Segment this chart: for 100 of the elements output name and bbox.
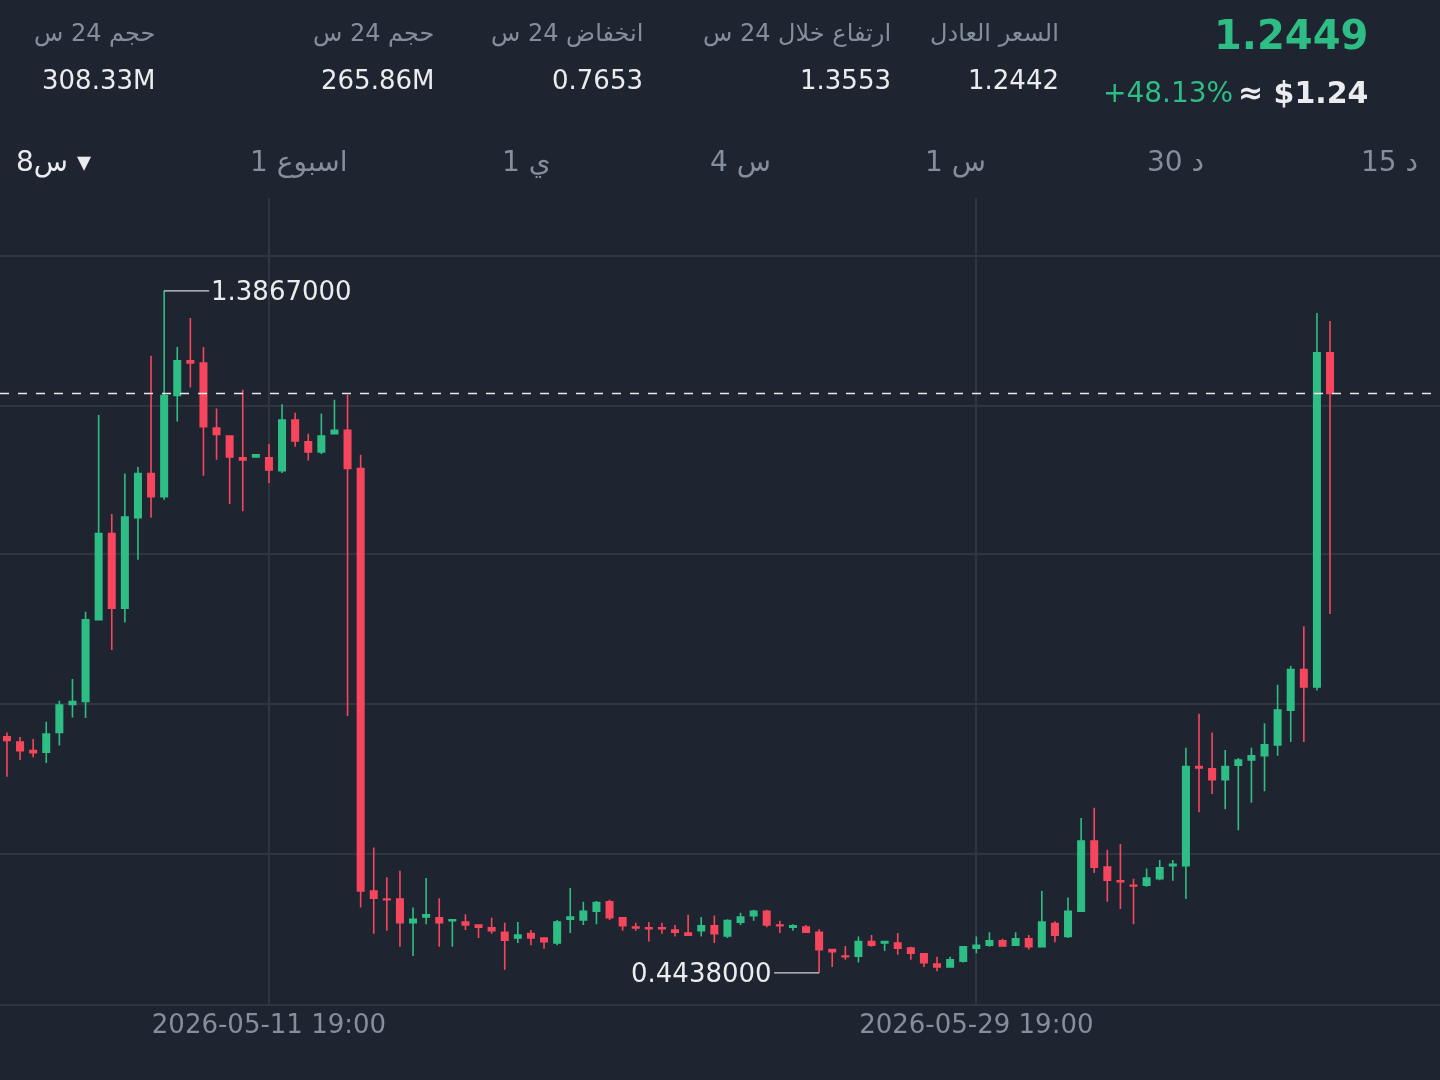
candlestick [1155, 859, 1164, 881]
candlestick [841, 945, 850, 961]
candlestick [1326, 320, 1335, 615]
candlestick [487, 916, 496, 935]
candlestick [120, 472, 129, 624]
text: حجم 24 س [34, 19, 156, 47]
candlestick [422, 877, 431, 926]
candlestick [356, 453, 365, 909]
candlestick [1286, 665, 1295, 743]
text: 308.33M [42, 65, 156, 95]
candlestick [330, 399, 339, 435]
candlestick [2, 731, 11, 778]
candlestick [684, 914, 693, 936]
candlestick [710, 914, 719, 944]
candlestick [723, 918, 732, 939]
text: 1.2442 [968, 65, 1059, 95]
candlestick [815, 928, 824, 974]
text: ارتفاع خلال 24 س [703, 19, 892, 47]
candlestick [972, 935, 981, 954]
candlestick [854, 935, 863, 964]
candlestick [1208, 731, 1217, 795]
candlestick [448, 919, 457, 948]
candlestick [736, 911, 745, 926]
candlestick [369, 846, 378, 935]
text: السعر العادل [930, 19, 1059, 47]
candlestick [1312, 312, 1321, 692]
candlestick [173, 346, 182, 423]
x-tick-label: 2026-05-29 19:00 [859, 1009, 1094, 1039]
candlestick [304, 433, 313, 462]
candlestick [540, 937, 549, 950]
candlestick [618, 916, 627, 932]
text: 30 د [1147, 145, 1204, 178]
text: 8س ▾ [16, 145, 91, 178]
candlestick [409, 906, 418, 957]
candlestick [251, 453, 260, 458]
candlestick [16, 736, 25, 761]
candlestick [998, 937, 1007, 948]
candlestick [933, 956, 942, 973]
candlestick [81, 610, 90, 719]
candlestick [644, 921, 653, 943]
candlestick [762, 908, 771, 928]
candlestick [1064, 896, 1073, 939]
candlestick [946, 956, 955, 969]
candlestick [317, 412, 326, 455]
text: انخفاض 24 س [491, 19, 644, 47]
candlestick [1090, 807, 1099, 874]
candlestick [985, 931, 994, 948]
candlestick [1260, 722, 1269, 792]
candlestick [1168, 859, 1177, 882]
candlestick [657, 922, 666, 935]
candlestick [788, 923, 797, 932]
candlestick [867, 934, 876, 948]
text: +48.13% [1103, 76, 1234, 109]
candlestick [1273, 684, 1282, 757]
candlestick [264, 443, 273, 484]
candlestick [697, 916, 706, 938]
candlestick [461, 913, 470, 931]
text: حجم 24 س [313, 19, 435, 47]
candlestick [1195, 712, 1204, 813]
candlestick [959, 945, 968, 964]
candlestick [749, 908, 758, 922]
candlestick [238, 388, 247, 513]
candlestick [513, 921, 522, 944]
candlestick [1103, 848, 1112, 903]
candlestick [42, 720, 51, 764]
candlestick [553, 919, 562, 947]
annotation: 0.4438000 [631, 958, 772, 988]
text: 1 اسبوع [250, 145, 348, 178]
candlestick [147, 354, 156, 519]
text: 1 س [925, 145, 986, 178]
x-tick-label: 2026-05-11 19:00 [151, 1009, 387, 1039]
candlestick [68, 678, 77, 719]
candlestick [29, 738, 38, 758]
annotation: 1.3867000 [211, 276, 352, 306]
candlestick [1077, 817, 1086, 913]
candlestick [94, 414, 103, 621]
candlestick [1142, 867, 1151, 888]
candlestick [133, 466, 142, 561]
candlestick [1234, 757, 1243, 832]
candlestick [906, 945, 915, 961]
text: 1.3553 [800, 65, 891, 95]
candlestick [1181, 746, 1190, 900]
candlestick [1050, 920, 1059, 944]
candlestick [605, 898, 614, 921]
candlestick [278, 403, 287, 474]
candlestick [775, 919, 784, 934]
candlestick [1221, 749, 1230, 811]
candlestick [566, 887, 575, 934]
candlestick [225, 435, 234, 505]
candlestick [1129, 877, 1138, 926]
text: 1 ي [502, 145, 551, 178]
candlestick [1037, 890, 1046, 948]
candlestick [291, 412, 300, 448]
text: 15 د [1361, 145, 1418, 178]
candlestick [160, 290, 169, 501]
candlestick [500, 922, 509, 971]
candlestick [382, 876, 391, 932]
candlestick [435, 897, 444, 948]
candlestick [1116, 843, 1125, 910]
candlestick [802, 924, 811, 934]
